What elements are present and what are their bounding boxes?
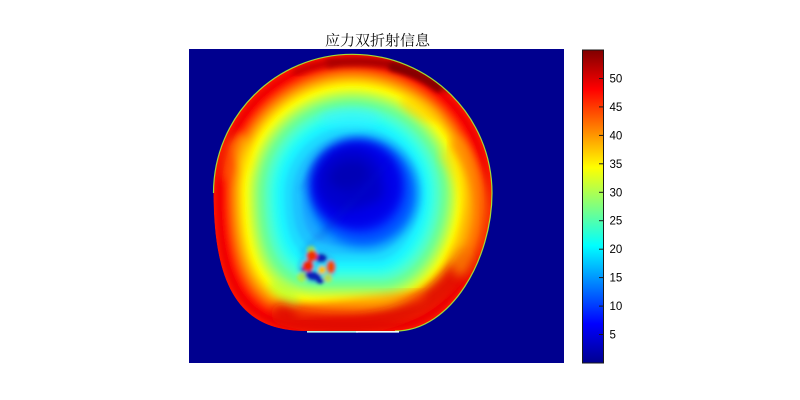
svg-text:45: 45 [610,102,623,114]
svg-text:15: 15 [610,273,623,285]
svg-text:30: 30 [610,187,623,199]
svg-text:20: 20 [610,244,623,256]
svg-text:40: 40 [610,130,623,142]
svg-text:10: 10 [610,301,623,313]
svg-text:25: 25 [610,216,623,228]
svg-text:50: 50 [610,74,623,86]
svg-text:35: 35 [610,159,623,171]
svg-text:5: 5 [610,330,616,342]
